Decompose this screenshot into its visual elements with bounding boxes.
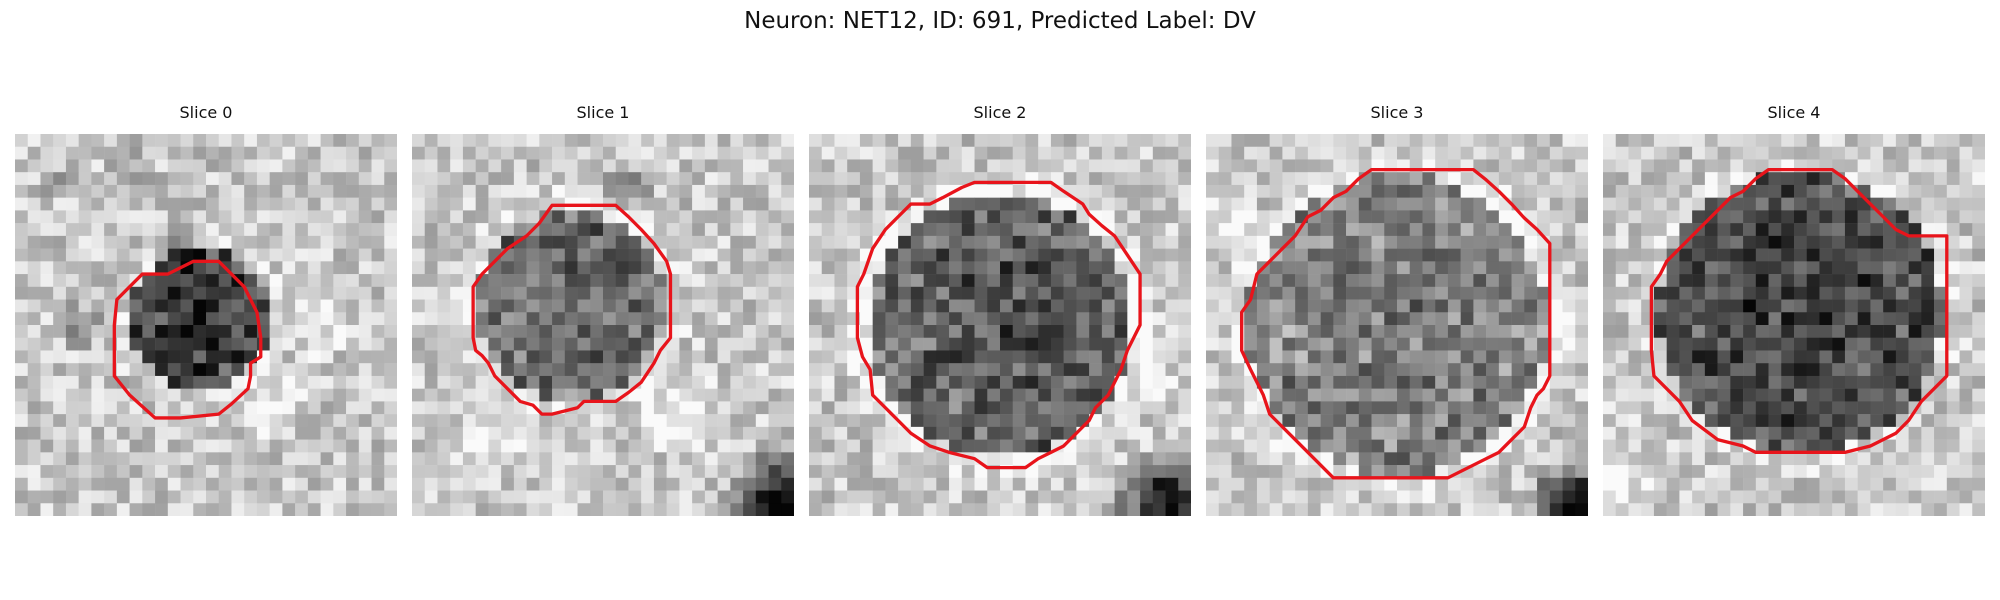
slice-image — [15, 134, 397, 516]
slice-image — [809, 134, 1191, 516]
grayscale-pixel-grid — [809, 134, 1191, 516]
neuron-contour — [112, 259, 263, 420]
slice-title: Slice 0 — [179, 103, 233, 122]
neuron-contour — [855, 180, 1142, 470]
grayscale-pixel-grid — [412, 134, 794, 516]
slice-title: Slice 3 — [1370, 103, 1424, 122]
grayscale-pixel-grid — [1206, 134, 1588, 516]
slice-title: Slice 1 — [576, 103, 630, 122]
slice-title: Slice 2 — [973, 103, 1027, 122]
neuron-contour — [471, 203, 673, 416]
grayscale-pixel-grid — [1603, 134, 1985, 516]
slice-image — [1603, 134, 1985, 516]
slice-image — [1206, 134, 1588, 516]
neuron-contour — [1239, 167, 1552, 480]
slice-title: Slice 4 — [1767, 103, 1821, 122]
slice-image — [412, 134, 794, 516]
figure-title: Neuron: NET12, ID: 691, Predicted Label:… — [744, 8, 1256, 34]
neuron-contour — [1649, 167, 1949, 454]
grayscale-pixel-grid — [15, 134, 397, 516]
